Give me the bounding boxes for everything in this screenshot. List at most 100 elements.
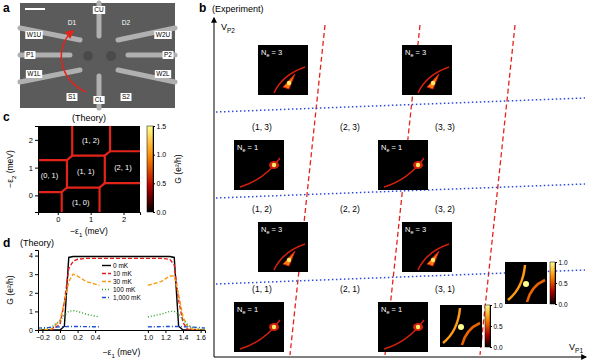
- tick: 1.0: [490, 302, 503, 309]
- axis-line: [214, 357, 586, 358]
- tick: 0: [56, 212, 60, 224]
- inset-label: Ne = 3: [261, 225, 282, 235]
- x-axis: 012: [39, 212, 141, 224]
- panel-a: aCUD1D2W1UW2UP1P2W1LW2LS1CLS2: [3, 1, 175, 108]
- tick-label: 1.0: [494, 302, 503, 309]
- gate: [118, 70, 175, 82]
- inset-peak: [272, 163, 276, 167]
- inset-image: [234, 302, 284, 352]
- inset-image: [378, 302, 428, 352]
- tick-label: 1.0: [559, 259, 568, 266]
- tick: 1.0: [555, 259, 568, 266]
- inset: Ne = 3: [258, 45, 308, 95]
- label-part: (meV): [5, 150, 15, 176]
- inset-peak: [413, 161, 423, 169]
- panel-b: b(Experiment)VP2VP1(1, 3)(2, 3)(3, 3)(1,…: [199, 1, 586, 357]
- label-part: −ε: [103, 347, 112, 357]
- label-box: [155, 70, 171, 78]
- tick-label: 0.2: [73, 334, 83, 341]
- region-label: (2, 3): [340, 122, 360, 132]
- tick: 0.2: [73, 330, 83, 341]
- tick-label: 1: [29, 164, 33, 173]
- axis-line: [491, 306, 493, 348]
- gate-label: D1: [68, 19, 77, 26]
- tick: 2: [29, 290, 38, 297]
- tick-mark: [201, 330, 202, 333]
- region-label: (3, 3): [435, 122, 455, 132]
- inset-label: Ne = 3: [405, 48, 426, 58]
- gate-label: W1L: [27, 70, 41, 77]
- tick: 2: [29, 136, 38, 145]
- tick-label: 4: [29, 252, 33, 259]
- legend-swatch: [102, 265, 111, 266]
- legend-label: 100 mK: [113, 286, 136, 293]
- title: (Experiment): [212, 4, 264, 14]
- tick-label: 1.6: [196, 334, 206, 341]
- colorbar: [550, 262, 555, 304]
- label-part: = 1: [245, 143, 258, 152]
- figure: aCUD1D2W1UW2UP1P2W1LW2LS1CLS2 b (Experimen…: [0, 0, 589, 362]
- title: (Theory): [72, 113, 106, 123]
- colorbar-inset: 0.0 0.5 1.0: [505, 259, 568, 308]
- gate-label: S1: [68, 93, 76, 100]
- boundary: [71, 126, 73, 156]
- boundary: [98, 188, 100, 212]
- gate: [118, 28, 175, 40]
- tick-label: 1.0: [144, 334, 154, 341]
- transition-dot1: [480, 25, 515, 355]
- inset-label: Ne = 1: [381, 143, 402, 153]
- tick: −0.2: [36, 330, 50, 341]
- inset-peak: [269, 323, 279, 331]
- region-label: (1, 3): [252, 122, 272, 132]
- tick-mark: [153, 212, 155, 213]
- tick: 1: [29, 308, 38, 315]
- tick-label: 1: [89, 215, 93, 224]
- inset-image: [258, 222, 308, 272]
- inset-peak: [431, 258, 435, 262]
- tick-mark: [183, 330, 184, 333]
- label-box: [93, 6, 105, 14]
- label-subscript: P2: [227, 27, 235, 34]
- inset-peak: [427, 74, 439, 89]
- legend-label: 1,000 mK: [113, 294, 141, 301]
- label-box: [121, 93, 132, 101]
- series-line: [38, 257, 205, 330]
- tick: 1.0: [153, 151, 166, 158]
- label-part: = 3: [413, 225, 426, 234]
- scale-bar: [25, 8, 45, 10]
- inset-peak: [458, 324, 464, 330]
- axis-line: [214, 18, 215, 357]
- gate-label: S2: [122, 93, 130, 100]
- panel-letter: b: [199, 1, 206, 15]
- tick-mark: [490, 305, 492, 306]
- inset-image: [440, 305, 482, 347]
- colorbar: [147, 126, 153, 212]
- tick: 3: [29, 271, 38, 278]
- tick-label: 0: [29, 327, 33, 334]
- inset-peak: [287, 258, 291, 262]
- inset-image: [258, 45, 308, 95]
- tick-label: 3: [29, 271, 33, 278]
- tick-mark: [35, 293, 38, 294]
- label-part: (meV): [115, 347, 141, 357]
- tick-mark: [555, 283, 557, 284]
- boundary: [38, 191, 62, 193]
- plot-area: [38, 126, 140, 212]
- boundary: [109, 126, 111, 151]
- inset-peak: [431, 81, 435, 85]
- tick: 1.5: [153, 123, 166, 130]
- tick-mark: [555, 262, 557, 263]
- boundary: [105, 182, 140, 184]
- inset-image: [402, 222, 452, 272]
- axis-line: [39, 331, 206, 334]
- tick-label: 0.5: [559, 280, 568, 287]
- tick: 0: [29, 327, 38, 334]
- inset-trace: [384, 320, 424, 349]
- tick: 1.0: [144, 330, 154, 341]
- inset-image: [402, 45, 452, 95]
- tick-mark: [95, 330, 96, 333]
- region-label: (1, 1): [252, 284, 272, 294]
- axis-title: VP1: [569, 342, 583, 354]
- boundary: [61, 192, 63, 212]
- tick: 0.0: [555, 301, 568, 308]
